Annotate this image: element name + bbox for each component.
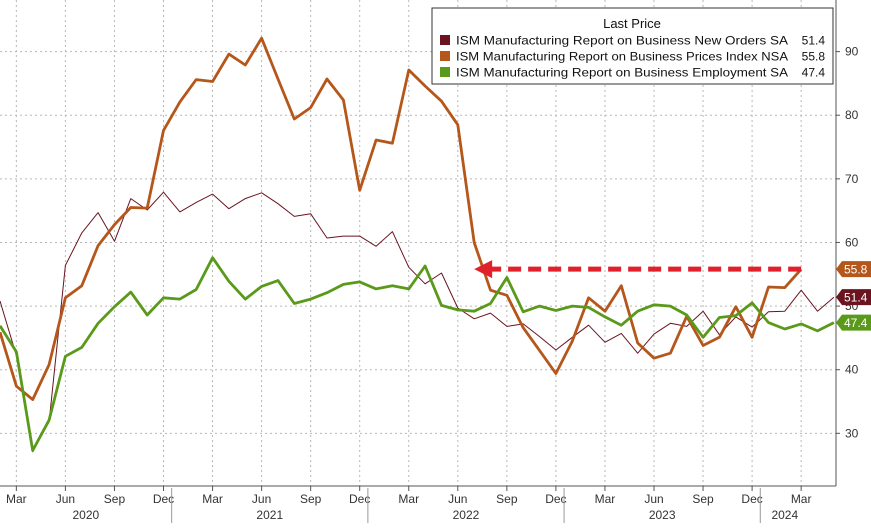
series-line-1 <box>0 191 835 453</box>
legend-title: Last Price <box>603 16 661 31</box>
x-month-label: Dec <box>545 492 566 506</box>
x-month-label: Sep <box>300 492 322 506</box>
last-value-label: 47.4 <box>844 316 868 330</box>
annotation-arrowhead <box>474 260 493 279</box>
legend-item-3: ISM Manufacturing Report on Business Emp… <box>440 66 825 80</box>
y-tick-label: 90 <box>845 45 859 59</box>
series-line-3 <box>0 256 835 452</box>
legend-series-name: ISM Manufacturing Report on Business Pri… <box>456 50 788 64</box>
legend-swatch <box>440 67 450 77</box>
x-month-label: Mar <box>398 492 419 506</box>
x-year-label: 2022 <box>453 508 480 522</box>
legend-swatch <box>440 35 450 45</box>
last-value-tag-3: 47.4 <box>836 314 871 331</box>
legend-swatch <box>440 51 450 61</box>
x-month-label: Mar <box>6 492 27 506</box>
x-month-label: Dec <box>741 492 762 506</box>
x-month-label: Jun <box>56 492 75 506</box>
series-layer <box>0 36 835 453</box>
x-year-label: 2023 <box>649 508 676 522</box>
x-month-label: Jun <box>644 492 663 506</box>
legend-series-name: ISM Manufacturing Report on Business Emp… <box>456 66 788 80</box>
legend-series-name: ISM Manufacturing Report on Business New… <box>456 34 788 48</box>
legend-item-2: ISM Manufacturing Report on Business Pri… <box>440 50 825 64</box>
x-month-label: Jun <box>252 492 271 506</box>
y-tick-label: 30 <box>845 426 859 440</box>
last-value-label: 55.8 <box>844 263 868 277</box>
legend-last-value: 51.4 <box>802 34 826 48</box>
annotation-layer <box>474 260 802 279</box>
x-month-label: Sep <box>104 492 126 506</box>
y-tick-label: 70 <box>845 172 859 186</box>
x-month-label: Mar <box>791 492 812 506</box>
x-year-label: 2020 <box>72 508 99 522</box>
legend-item-1: ISM Manufacturing Report on Business New… <box>440 34 825 48</box>
legend-box <box>431 7 834 85</box>
legend-last-value: 47.4 <box>802 66 826 80</box>
series-line-2 <box>0 36 803 402</box>
x-month-label: Dec <box>349 492 370 506</box>
x-month-label: Sep <box>692 492 714 506</box>
last-value-tag-1: 51.4 <box>836 289 871 306</box>
x-month-label: Sep <box>496 492 518 506</box>
legend-last-value: 55.8 <box>802 50 826 64</box>
x-year-label: 2021 <box>256 508 283 522</box>
x-month-label: Jun <box>448 492 467 506</box>
y-tick-label: 80 <box>845 108 859 122</box>
last-value-tag-2: 55.8 <box>836 261 871 278</box>
x-year-label: 2024 <box>771 508 798 522</box>
last-value-label: 51.4 <box>844 291 868 305</box>
x-month-label: Mar <box>202 492 223 506</box>
x-month-label: Mar <box>595 492 616 506</box>
legend: Last Price ISM Manufacturing Report on Bu… <box>431 7 834 85</box>
y-tick-label: 60 <box>845 235 859 249</box>
x-month-label: Dec <box>153 492 174 506</box>
y-tick-label: 40 <box>845 363 859 377</box>
